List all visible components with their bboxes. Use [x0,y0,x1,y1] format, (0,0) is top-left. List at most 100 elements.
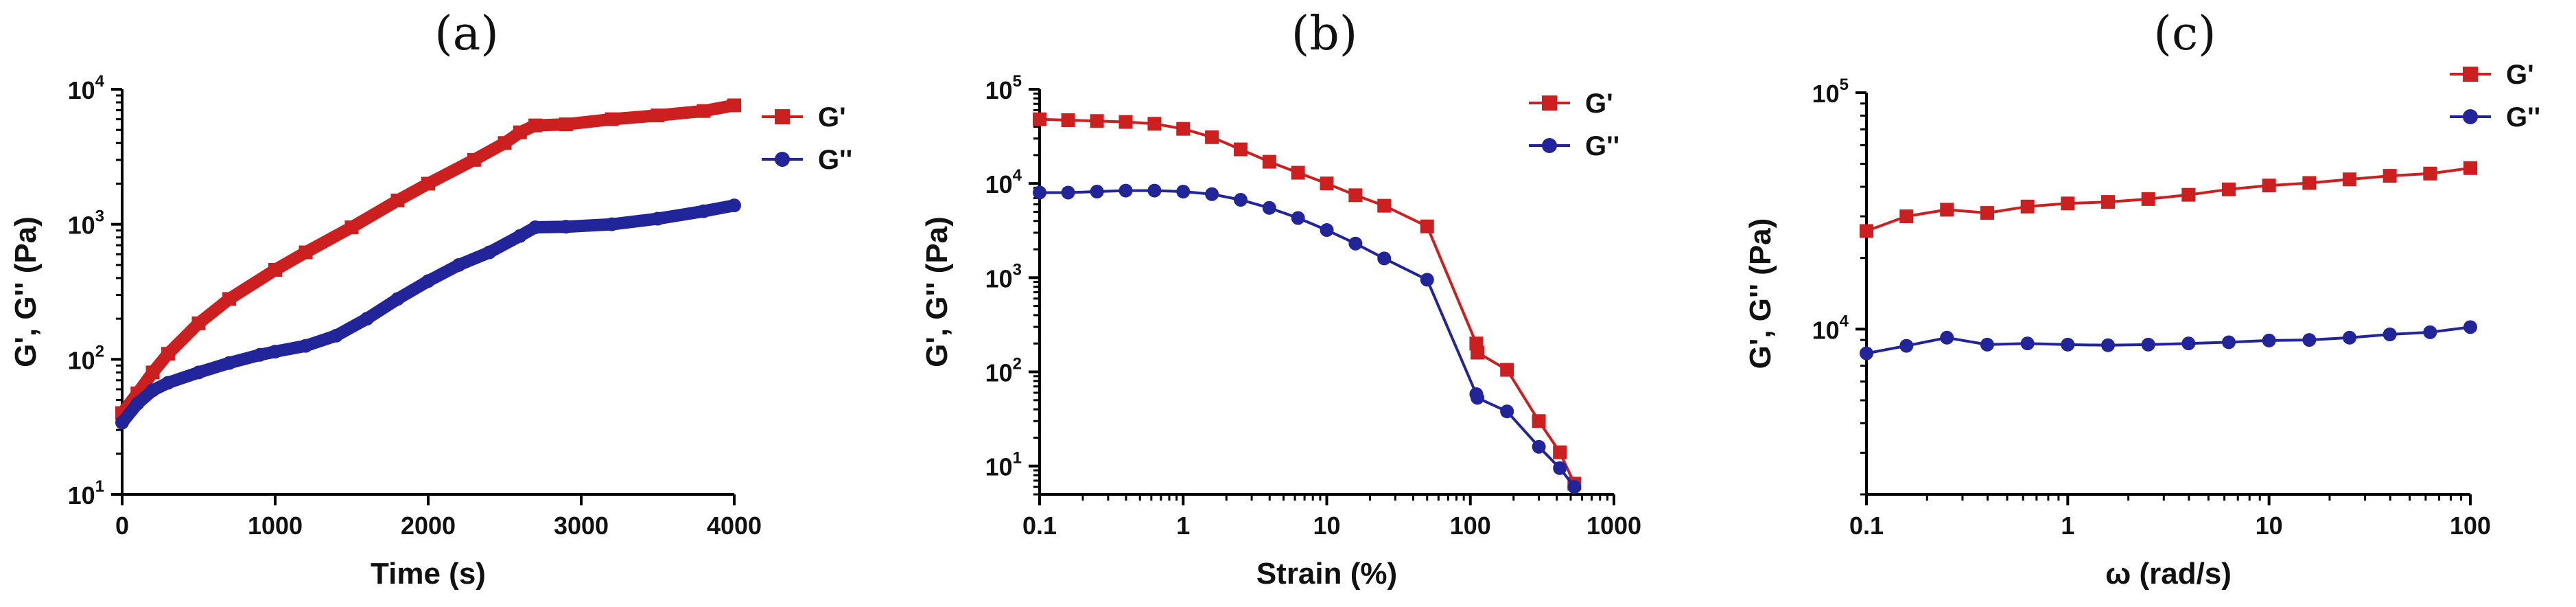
legend-entry: G'' [2450,102,2540,133]
data-point [2020,199,2035,214]
data-point [2222,335,2236,350]
legend-label: G' [818,102,846,133]
y-tick-label: 101 [68,477,104,509]
data-point [1377,251,1392,266]
data-point [1348,188,1363,203]
data-point [1500,404,1514,419]
legend-label: G'' [1585,131,1619,161]
data-point [2101,338,2116,352]
series-line [1038,189,1576,489]
y-tick-exponent: 4 [95,72,105,91]
y-tick-exponent: 2 [1013,355,1022,374]
data-point [1860,224,1873,238]
data-point [2262,333,2276,347]
y-tick-exponent: 3 [1013,260,1022,279]
legend-entry: G' [2450,60,2534,90]
data-point [1980,337,1994,352]
data-point [1119,183,1133,198]
series-g-double-prime [1033,183,1582,494]
data-point [2020,336,2035,351]
data-point [1377,198,1392,213]
data-point [452,257,466,272]
x-tick-label: 100 [1450,512,1491,540]
data-point [651,108,665,123]
data-point [161,347,175,361]
data-point [2463,320,2477,334]
y-tick-exponent: 1 [1013,449,1022,468]
y-tick-label: 104 [1812,312,1849,344]
y-tick-label: 105 [1812,76,1849,108]
y-tick-label: 105 [985,72,1022,104]
data-point [1471,345,1485,360]
y-tick-exponent: 4 [1013,166,1022,185]
data-point [2343,330,2357,345]
y-tick-base: 10 [1812,80,1840,108]
y-tick-exponent: 2 [95,342,104,360]
y-tick-base: 10 [1812,316,1840,344]
data-point [2181,336,2196,351]
data-point [2222,182,2236,196]
data-point [2061,337,2075,352]
y-axis-title: G', G'' (Pa) [920,216,954,367]
data-point [2302,176,2317,190]
y-tick-exponent: 1 [95,477,104,496]
legend-marker [775,152,790,167]
x-tick-label: 4000 [707,512,762,540]
x-tick-label: 1 [1176,512,1190,540]
data-point [360,312,374,326]
data-point [727,98,741,113]
data-point [696,104,711,118]
data-point [1233,142,1248,157]
data-point [1233,193,1248,207]
data-point [605,112,619,126]
y-tick-exponent: 3 [95,207,104,226]
data-point [2181,187,2196,202]
data-point [421,274,435,288]
data-point [651,211,665,226]
legend-marker [2463,109,2478,124]
data-point [497,136,512,150]
data-point [1205,187,1219,201]
data-point [1500,363,1514,377]
data-point [1262,154,1276,169]
data-point [2141,337,2155,352]
x-axis-title: Time (s) [371,557,486,591]
x-tick-label: 1 [2061,512,2074,540]
data-point [1033,185,1046,200]
data-point [222,356,237,370]
series-line [116,199,740,429]
data-point [1553,461,1567,475]
series-line [1038,117,1576,485]
data-point [1176,184,1191,198]
series-g-prime [1860,161,2477,238]
series-g-double-prime [1860,320,2477,360]
data-point [390,194,405,208]
x-tick-label: 1000 [248,512,303,540]
data-point [513,229,527,243]
y-tick-base: 10 [68,481,95,509]
y-tick-label: 103 [985,260,1022,293]
legend-entry: G' [762,102,846,133]
data-point [1320,223,1334,238]
data-point [191,316,206,330]
data-point [1119,115,1133,129]
legend-marker [1542,138,1557,153]
panel-label: (a) [434,7,499,61]
series-g-double-prime [115,198,741,430]
data-point [253,347,267,362]
legend-entry: G'' [1529,131,1619,161]
data-point [2423,166,2437,181]
data-point [1090,184,1104,198]
y-tick-exponent: 5 [1840,76,1849,94]
data-point [727,198,741,213]
data-point [1147,183,1162,198]
y-tick-label: 102 [985,355,1022,387]
data-point [559,117,573,132]
x-tick-label: 100 [2450,512,2491,540]
data-point [482,245,497,260]
x-tick-label: 0.1 [1022,512,1057,540]
data-point [2262,179,2276,193]
data-point [1940,203,1954,217]
